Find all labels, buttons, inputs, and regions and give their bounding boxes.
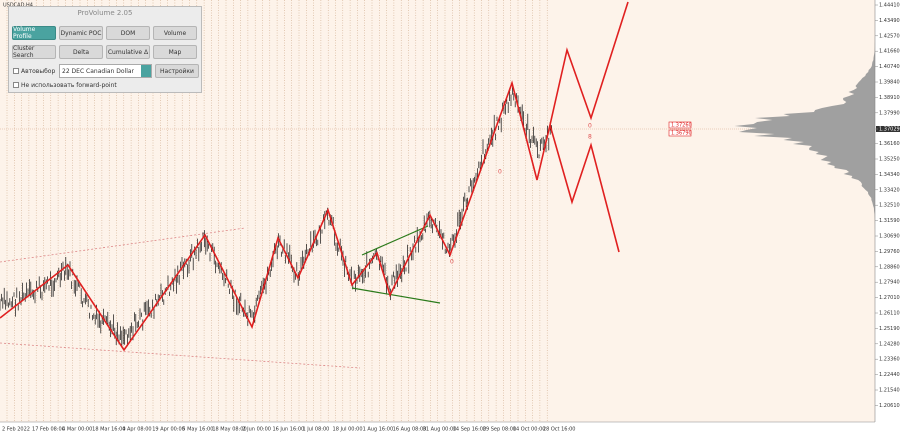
price-label: 1.42570 xyxy=(879,33,900,39)
price-label: 1.38910 xyxy=(879,95,900,101)
tool-button[interactable]: Cumulative Δ xyxy=(106,45,150,59)
price-label: 1.28860 xyxy=(879,264,900,270)
price-label: 1.33420 xyxy=(879,187,900,193)
time-label: 2 Feb 2022 xyxy=(2,427,30,433)
price-label: 1.22440 xyxy=(879,372,900,378)
dropdown-arrow xyxy=(141,65,151,77)
price-label: 1.41660 xyxy=(879,49,900,55)
price-label: 1.30690 xyxy=(879,234,900,240)
wave-label: 0 xyxy=(450,259,454,266)
price-label: 1.29760 xyxy=(879,249,900,255)
time-label: 4 Apr 08:00 xyxy=(122,427,151,433)
current-price-box xyxy=(876,126,900,132)
price-axis-bg xyxy=(875,0,900,435)
candles xyxy=(0,87,552,348)
price-label: 1.31590 xyxy=(879,218,900,224)
price-label: 1.32510 xyxy=(879,203,900,209)
instrument: 22 DEC Canadian Dollar xyxy=(62,68,135,75)
wave-label: 0 xyxy=(498,169,502,176)
provolume-panel: ProVolume 2.05 Volume Profile Dynamic POC… xyxy=(8,6,202,93)
panel-title: ProVolume 2.05 xyxy=(77,9,133,17)
price-label: 1.20610 xyxy=(879,403,900,409)
price-label: 1.24280 xyxy=(879,341,900,347)
time-axis-bg xyxy=(0,422,875,435)
triangle-top xyxy=(361,225,429,256)
time-label: 16 Jun 16:00 xyxy=(272,427,304,433)
wave-label: 8 xyxy=(588,134,592,141)
time-label: 14 Sep 16:00 xyxy=(453,427,486,433)
price-label: 1.25190 xyxy=(879,326,900,332)
price-label: 1.43490 xyxy=(879,18,900,24)
time-label: 5 May 16:00 xyxy=(182,427,213,433)
price-label: 1.26110 xyxy=(879,311,900,317)
price-label: 1.23360 xyxy=(879,357,900,363)
tool-button[interactable]: Dynamic POC xyxy=(59,26,103,40)
tool-button[interactable]: Volume Profile xyxy=(12,26,56,40)
time-label: 16 Aug 08:00 xyxy=(393,427,427,433)
price-label: 1.37990 xyxy=(879,110,900,116)
time-label: 2 Jun 00:00 xyxy=(242,427,271,433)
instrument-select[interactable]: 22 DEC Canadian Dollar xyxy=(59,64,152,78)
time-label: 1 Aug 16:00 xyxy=(363,427,394,433)
price-label: 1.39840 xyxy=(879,80,900,86)
checkbox[interactable] xyxy=(13,68,19,74)
checkbox[interactable] xyxy=(13,82,19,88)
settings-button[interactable]: Настройки xyxy=(155,64,199,78)
price-label: 1.35250 xyxy=(879,157,900,163)
volume-profile xyxy=(734,20,875,260)
channel-top xyxy=(0,227,246,263)
checkbox-label: Автовыбор xyxy=(21,68,56,75)
wave-label: 0 xyxy=(588,123,592,130)
time-label: 19 Apr 00:00 xyxy=(152,427,185,433)
time-label: 4 Mar 00:00 xyxy=(62,427,92,433)
time-label: 18 Jul 00:00 xyxy=(333,427,363,433)
time-label: 29 Sep 08:00 xyxy=(483,427,516,433)
triangle-bottom xyxy=(351,287,441,304)
time-label: 1 Jul 08:00 xyxy=(303,427,330,433)
price-label: 1.34340 xyxy=(879,172,900,178)
time-label: 28 Oct 16:00 xyxy=(543,427,576,433)
price-label: 1.21540 xyxy=(879,388,900,394)
tool-button[interactable]: Map xyxy=(153,45,197,59)
price-label: 1.36160 xyxy=(879,141,900,147)
price-label: 1.44410 xyxy=(879,3,900,9)
time-label: 18 May 08:00 xyxy=(212,427,246,433)
checkbox-label: Не использовать forward-point xyxy=(21,82,117,89)
level-label: 1.36790 xyxy=(671,131,692,137)
wave-projection-down xyxy=(549,124,620,253)
channel-bottom xyxy=(0,342,361,369)
level-box xyxy=(668,121,692,129)
level-box xyxy=(668,129,692,137)
time-label: 17 Feb 08:00 xyxy=(32,427,65,433)
price-label: 1.40740 xyxy=(879,64,900,70)
tool-button[interactable]: Cluster Search xyxy=(12,45,56,59)
level-label: 1.37260 xyxy=(671,123,692,129)
tool-button[interactable]: Delta xyxy=(59,45,103,59)
tool-button[interactable]: Volume xyxy=(153,26,197,40)
time-label: 14 Oct 00:00 xyxy=(513,427,546,433)
tool-button[interactable]: DOM xyxy=(106,26,150,40)
time-label: 31 Aug 00:00 xyxy=(423,427,457,433)
symbol: USDCAD,H4 xyxy=(3,3,33,9)
price-label: 1.27940 xyxy=(879,280,900,286)
price-label: 1.27010 xyxy=(879,295,900,301)
price-label: 1.37029 xyxy=(879,127,900,133)
time-label: 18 Mar 16:00 xyxy=(92,427,125,433)
